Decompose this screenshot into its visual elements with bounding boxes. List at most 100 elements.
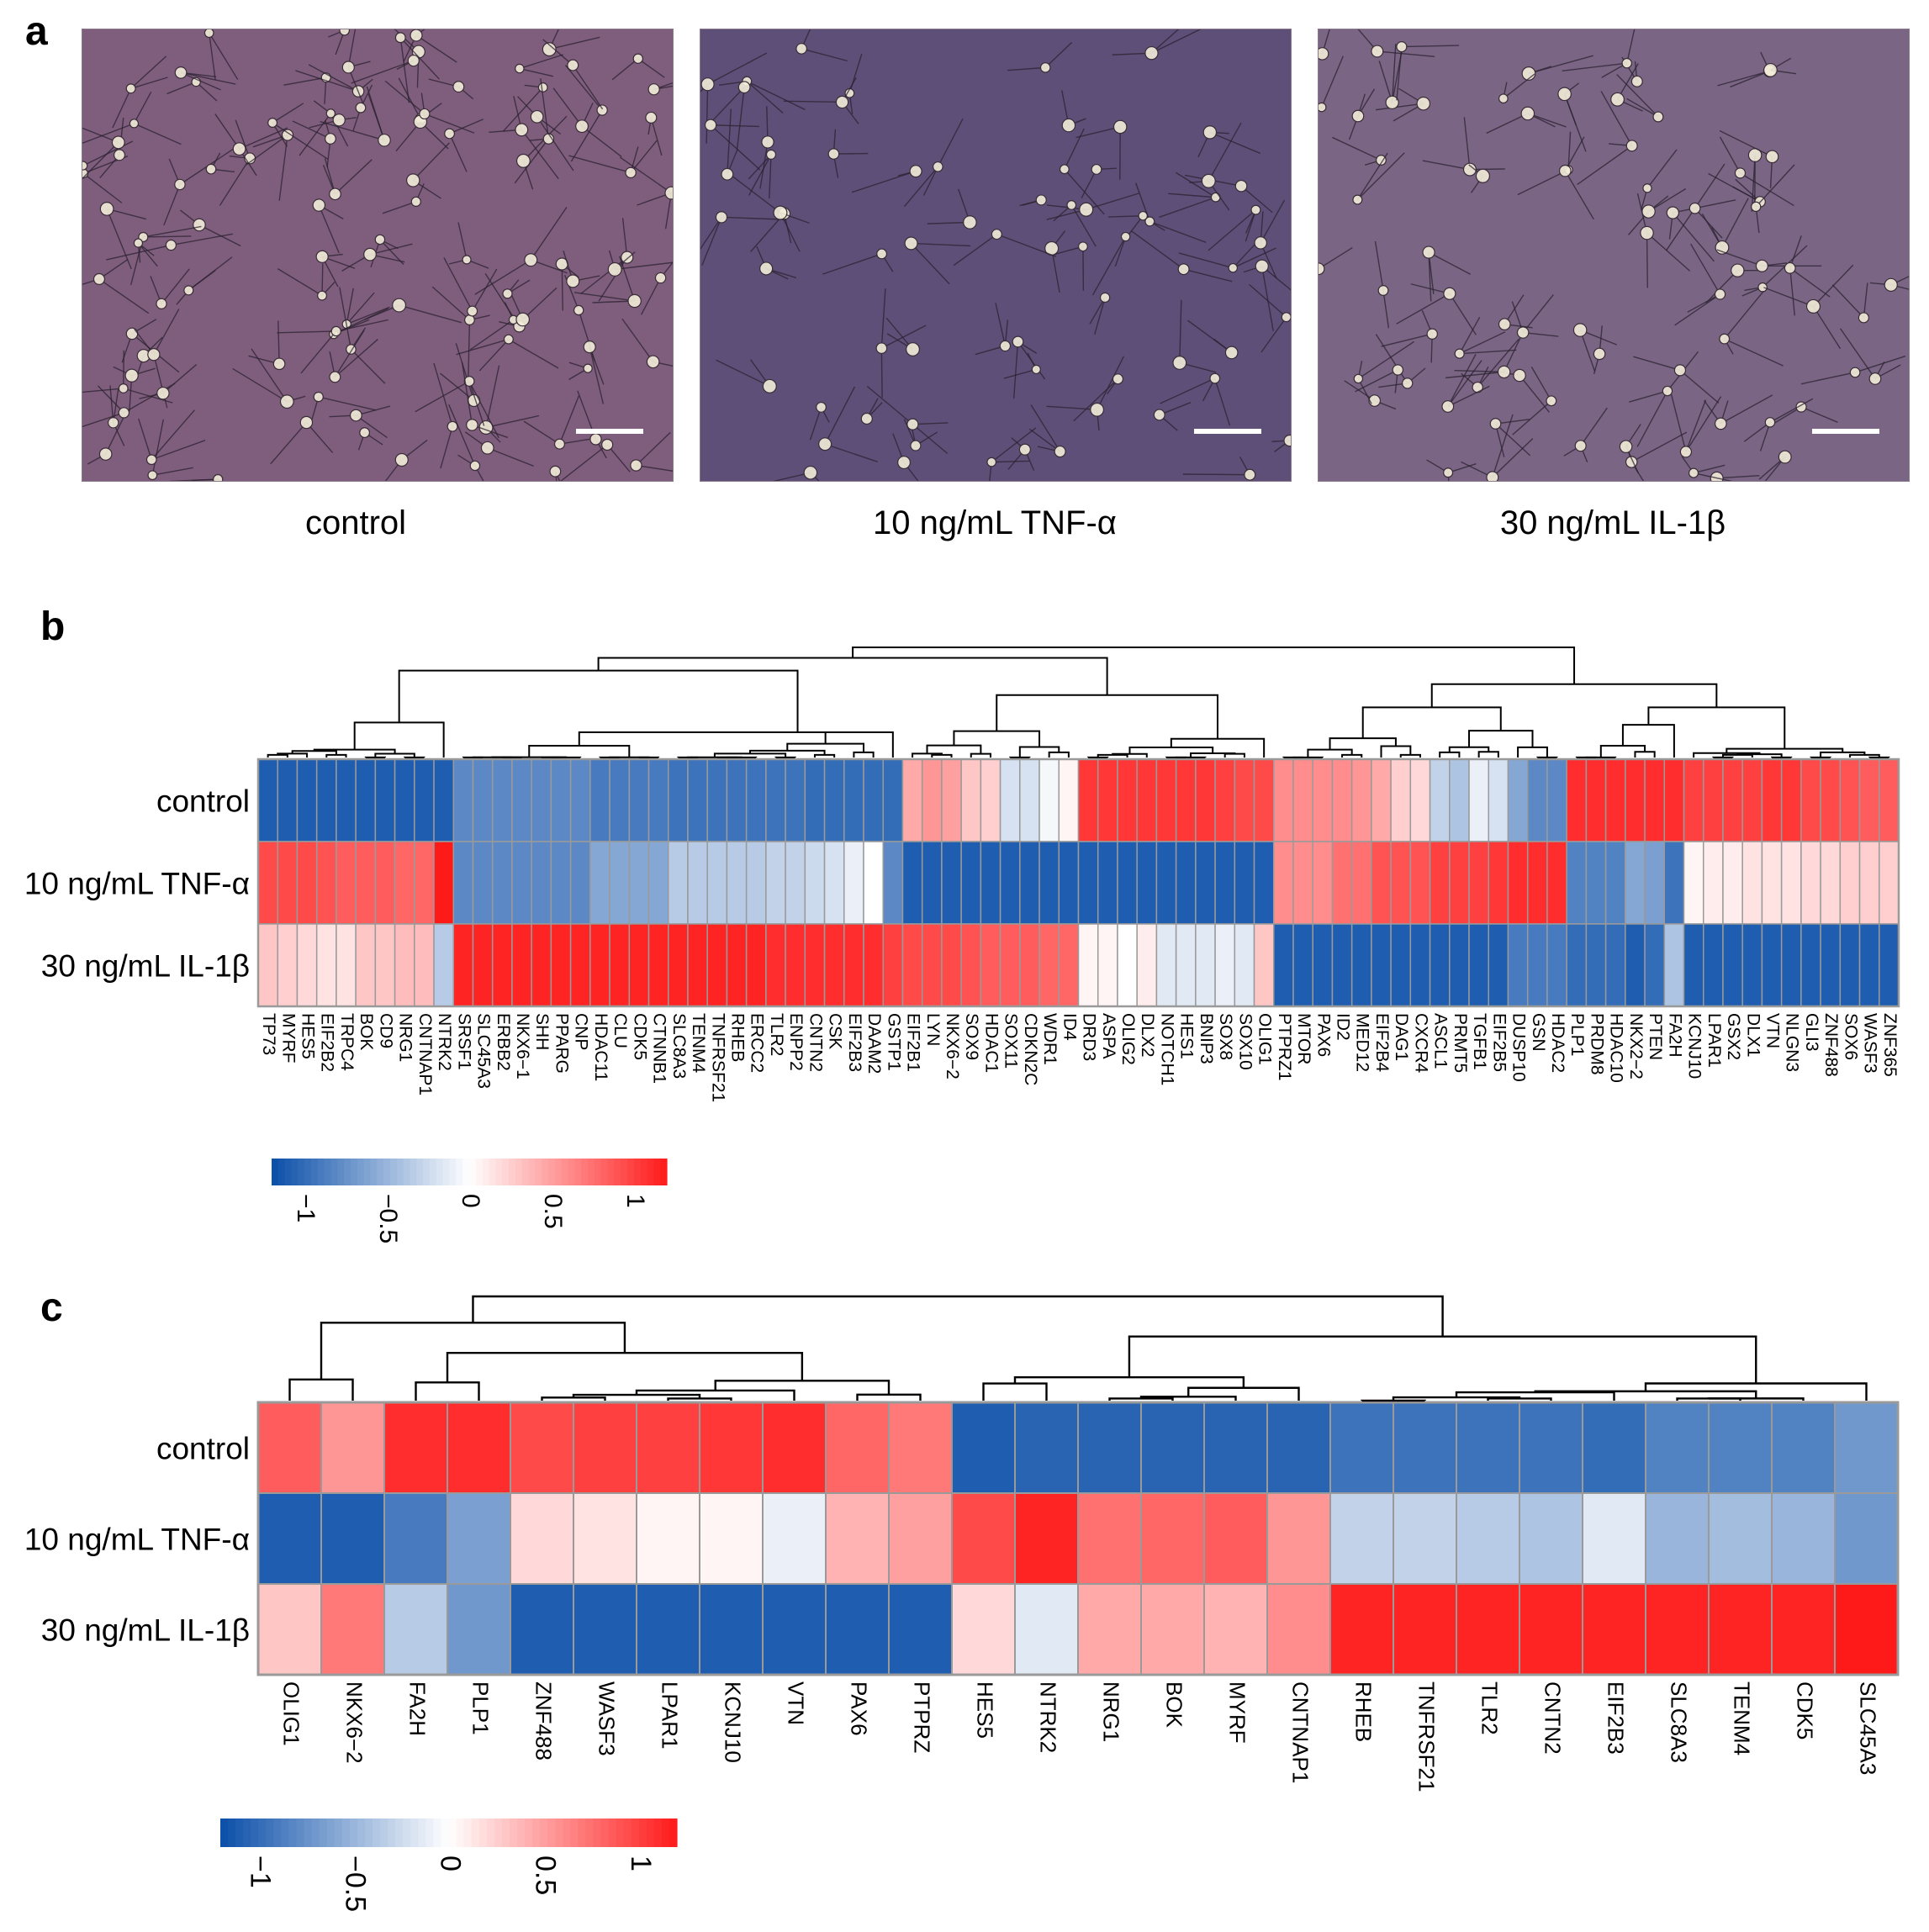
heatmap-cell xyxy=(1331,758,1353,842)
cell-process xyxy=(448,404,476,467)
heatmap-cell xyxy=(315,758,337,842)
legend-gradient-step xyxy=(442,1159,451,1185)
dendrogram-branch xyxy=(714,1380,891,1395)
cell-process xyxy=(759,141,769,189)
cell-process xyxy=(1763,287,1814,308)
cell-body xyxy=(1201,173,1216,188)
cell-body xyxy=(1061,118,1076,133)
heatmap-cell xyxy=(511,758,532,842)
heatmap-cell xyxy=(609,758,631,842)
heatmap-cell xyxy=(1761,841,1783,925)
cell-body xyxy=(986,457,997,467)
cell-process xyxy=(270,422,307,465)
cell-body xyxy=(114,149,126,161)
cell-process xyxy=(1381,333,1433,347)
heatmap-cell xyxy=(941,758,962,842)
heatmap-cell xyxy=(636,1583,700,1676)
cell-process xyxy=(1495,423,1531,457)
cell-body xyxy=(174,66,188,79)
dendrogram-branch xyxy=(856,1393,922,1401)
heatmap-cell xyxy=(1780,923,1802,1007)
cell-process xyxy=(592,300,635,304)
legend-gradient-step xyxy=(607,1159,615,1185)
cell-body xyxy=(567,59,579,71)
legend-gradient-step xyxy=(640,1159,648,1185)
cell-process xyxy=(399,304,462,324)
heatmap-column-label: ASPA xyxy=(1099,1013,1118,1058)
heatmap-cell xyxy=(1214,841,1236,925)
heatmap-cell xyxy=(336,923,357,1007)
cell-process xyxy=(1075,126,1121,139)
heatmap-cell xyxy=(531,841,552,925)
legend-gradient-step xyxy=(594,1159,602,1185)
legend-gradient-step xyxy=(272,1159,279,1185)
cell-process xyxy=(461,362,473,425)
heatmap-cell xyxy=(257,1583,322,1676)
legend-gradient-step xyxy=(509,1819,518,1847)
cell-body xyxy=(1319,102,1327,113)
cell-process xyxy=(1563,93,1587,152)
heatmap-cell xyxy=(320,1401,385,1494)
cell-process xyxy=(171,233,233,246)
heatmap-column-label: NRG1 xyxy=(1099,1681,1124,1742)
cell-process xyxy=(382,201,417,214)
cell-body xyxy=(281,129,294,141)
heatmap-row-label: control xyxy=(156,784,250,818)
heatmap-column-label: PTPRZ1 xyxy=(1275,1013,1294,1081)
cell-body xyxy=(904,236,918,251)
cell-body xyxy=(1498,93,1509,104)
cell-process xyxy=(991,460,1030,463)
heatmap-column-label: HDAC1 xyxy=(981,1013,1001,1073)
cell-process xyxy=(130,55,167,89)
heatmap-column-label: CNTN2 xyxy=(1541,1681,1566,1755)
cell-body xyxy=(1884,277,1898,292)
heatmap-cell xyxy=(706,758,728,842)
heatmap-cell xyxy=(888,1401,953,1494)
legend-gradient-step xyxy=(364,1819,373,1847)
cell-process xyxy=(415,29,425,36)
heatmap-column-label: DRD3 xyxy=(1080,1013,1099,1061)
heatmap-column-label: SLC8A3 xyxy=(669,1013,689,1079)
heatmap-cell xyxy=(785,923,806,1007)
legend-gradient-step xyxy=(614,1159,621,1185)
legend-gradient-step xyxy=(433,1819,442,1847)
heatmap-cell xyxy=(452,923,474,1007)
heatmap-cell xyxy=(699,1492,764,1585)
heatmap-column-label: SOX6 xyxy=(1841,1013,1860,1060)
legend-gradient-step xyxy=(351,1159,358,1185)
legend-gradient-step xyxy=(423,1159,431,1185)
heatmap-cell xyxy=(825,1401,890,1494)
heatmap-column-label: FA2H xyxy=(1665,1013,1684,1058)
cell-process xyxy=(710,124,761,171)
cell-process xyxy=(568,155,632,174)
heatmap-cell xyxy=(1858,841,1880,925)
heatmap-cell xyxy=(1800,758,1821,842)
heatmap-column-label: HDAC11 xyxy=(591,1013,610,1081)
cell-process xyxy=(1693,472,1733,481)
cell-process xyxy=(1751,155,1756,212)
cell-process xyxy=(851,170,917,193)
heatmap-cell xyxy=(1858,758,1880,842)
cell-process xyxy=(1492,438,1534,478)
heatmap-column-label: TNFRSF21 xyxy=(1414,1681,1440,1792)
cell-process xyxy=(635,431,671,467)
legend-gradient-step xyxy=(291,1159,299,1185)
legend-gradient-step xyxy=(647,1159,654,1185)
heatmap-cell xyxy=(921,923,943,1007)
legend-gradient-step xyxy=(653,1819,663,1847)
cell-body xyxy=(232,142,246,156)
cell-process xyxy=(750,213,785,252)
heatmap-column-label: MYRF xyxy=(278,1013,298,1064)
cell-process xyxy=(1376,103,1424,111)
heatmap-cell xyxy=(1604,758,1626,842)
heatmap-column-label: NKX2−2 xyxy=(1626,1013,1646,1079)
heatmap-cell xyxy=(1625,841,1646,925)
heatmap-cell xyxy=(1329,1583,1394,1676)
cell-process xyxy=(1260,199,1286,244)
heatmap-cell xyxy=(1136,923,1158,1007)
cell-process xyxy=(468,381,485,426)
legend-gradient-step xyxy=(334,1819,343,1847)
micrograph-tnf xyxy=(700,29,1292,482)
heatmap-cell xyxy=(1519,1401,1583,1494)
cell-process xyxy=(1800,406,1838,423)
